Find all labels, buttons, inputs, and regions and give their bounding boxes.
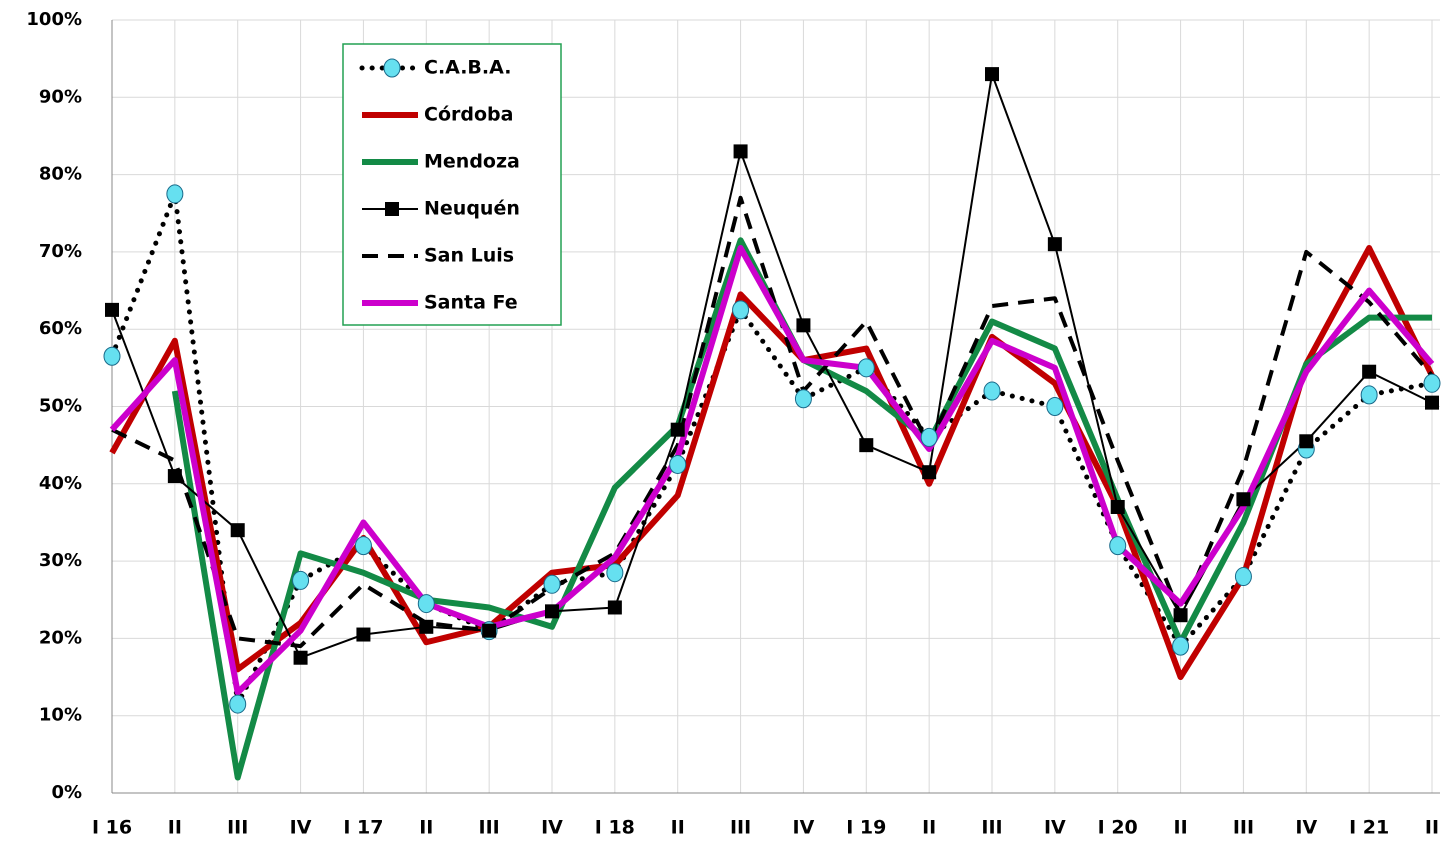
x-tick-label: I 18 [595,817,635,839]
x-tick-label: II [419,817,433,839]
x-tick-label: III [981,817,1002,839]
marker [230,523,245,538]
marker [1234,567,1252,587]
y-tick-label: 0% [51,782,82,803]
x-tick-label: IV [1295,817,1317,839]
marker [983,381,1001,401]
marker [1425,395,1439,410]
x-tick-label: I 20 [1098,817,1138,839]
legend-label: Neuquén [424,198,520,220]
x-tick-label: III [730,817,751,839]
marker [670,422,685,437]
y-tick-label: 60% [39,318,82,339]
marker [105,302,119,317]
marker [1236,492,1251,507]
marker [1362,364,1377,379]
marker [796,318,811,333]
marker [417,594,435,614]
marker [1047,237,1062,252]
x-tick-label: II [1174,817,1188,839]
x-tick-label: III [227,817,248,839]
marker [543,574,561,594]
marker [292,570,310,590]
marker [356,627,371,642]
legend-label: Córdoba [424,104,513,126]
marker [985,67,999,82]
marker [545,604,559,619]
x-tick-label: II [168,817,182,839]
marker [1109,536,1127,556]
legend-label: Mendoza [424,151,520,173]
x-tick-label: I 16 [92,817,132,839]
marker [354,536,372,556]
y-tick-label: 40% [39,473,82,494]
x-tick-label: III [479,817,500,839]
marker [1173,608,1188,623]
x-tick-label: I 17 [343,817,383,839]
x-tick-label: IV [1044,817,1066,839]
marker [920,427,938,447]
marker [383,58,401,78]
y-tick-label: 20% [39,627,82,648]
y-tick-label: 50% [39,396,82,417]
marker [166,184,184,204]
marker [103,346,121,366]
x-tick-label: IV [793,817,815,839]
legend-label: Santa Fe [424,292,518,314]
series-line [111,73,1433,659]
x-tick-label: II [922,817,936,839]
series-line [109,245,1435,696]
x-tick-label: III [1233,817,1254,839]
marker [859,438,874,453]
marker [732,300,750,320]
marker [607,600,622,615]
series-line [109,191,1435,707]
y-tick-label: 80% [39,164,82,185]
marker [1110,499,1125,514]
y-tick-label: 90% [39,86,82,107]
x-tick-label: I 21 [1349,817,1389,839]
marker [1299,434,1314,449]
x-tick-label: I 19 [846,817,886,839]
legend-label: San Luis [424,245,514,267]
marker [229,694,247,714]
y-tick-label: 10% [39,705,82,726]
marker [1172,636,1190,656]
y-tick-label: 100% [26,9,82,30]
marker [167,469,182,484]
x-tick-label: II [1425,817,1439,839]
x-tick-label: II [671,817,685,839]
marker [669,454,687,474]
marker [1423,373,1441,393]
marker [419,619,434,634]
marker [1046,397,1064,416]
marker [482,623,497,638]
x-tick-label: IV [290,817,312,839]
marker [794,389,812,409]
y-tick-label: 70% [39,241,82,262]
marker [922,465,937,480]
x-tick-label: IV [541,817,563,839]
series-line [111,195,1434,649]
marker [385,202,399,216]
marker [606,563,624,583]
marker [857,358,875,378]
marker [293,650,308,665]
legend-label: C.A.B.A. [424,57,511,79]
y-tick-label: 30% [39,550,82,571]
legend-box [342,43,562,326]
marker [1360,385,1378,405]
marker [733,144,748,159]
